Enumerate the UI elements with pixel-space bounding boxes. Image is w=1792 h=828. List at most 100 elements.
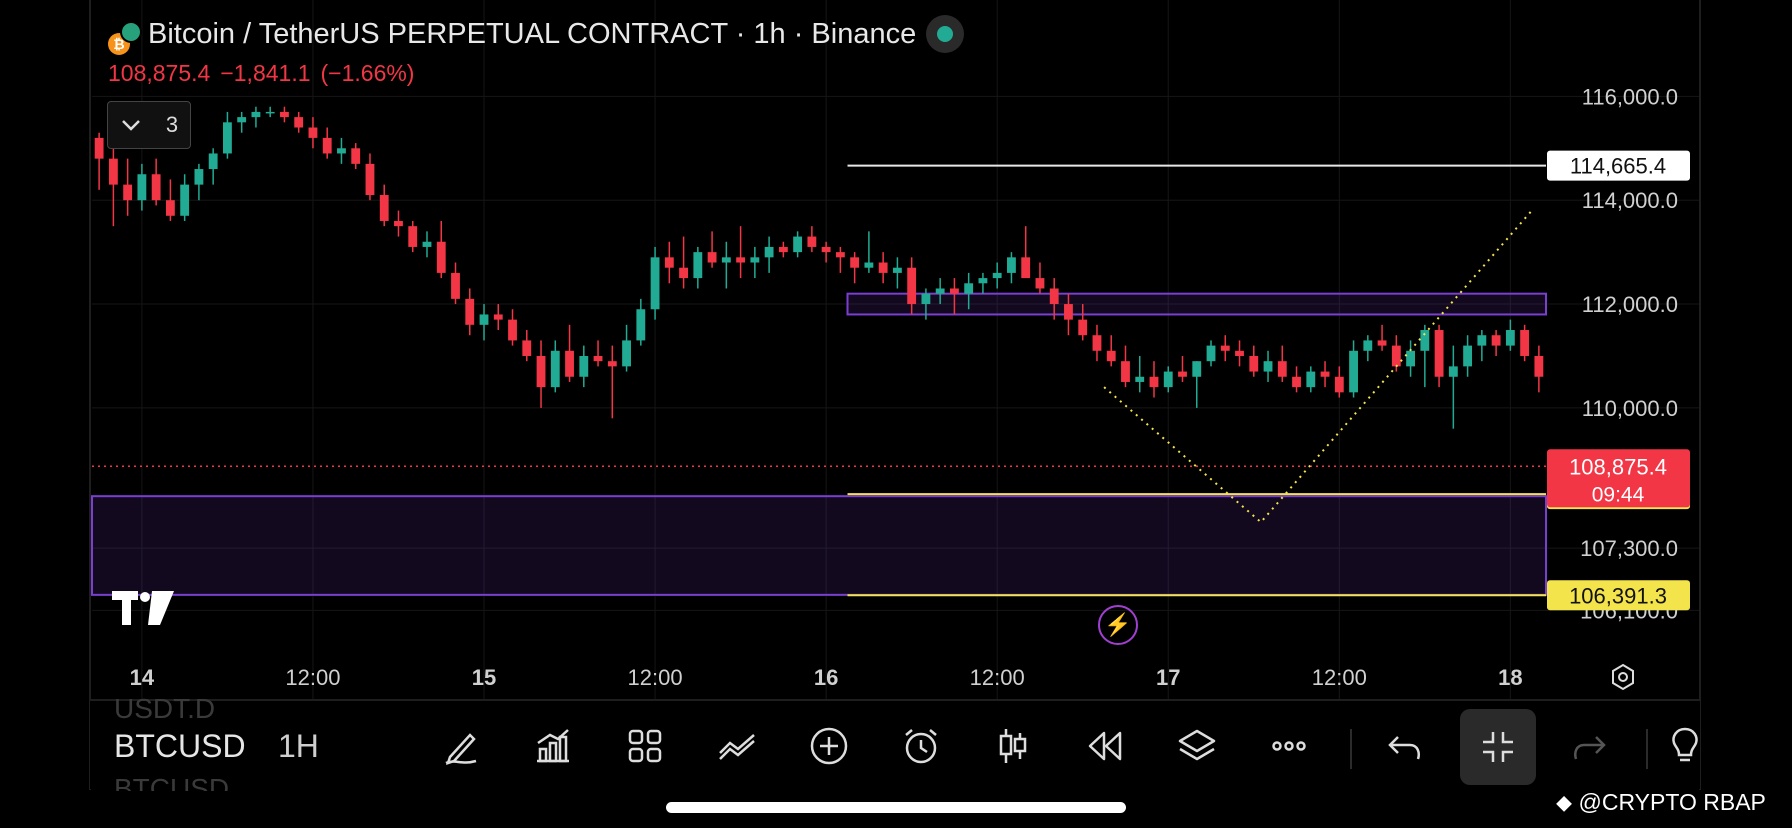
ideas-button[interactable] [1662, 723, 1708, 769]
layouts-icon [628, 729, 662, 763]
candle-body [593, 355, 603, 362]
candle-body [1406, 350, 1415, 367]
candle-body [1377, 340, 1387, 346]
candle-body [1235, 350, 1244, 356]
candle-body [1477, 335, 1487, 346]
candle-body [892, 267, 902, 273]
previous-symbol[interactable]: USDT.D [114, 693, 216, 724]
candle-body [1192, 361, 1202, 377]
candle-body [964, 283, 974, 294]
timeframe-selector[interactable]: 1H [278, 728, 319, 764]
candle-body [550, 350, 560, 388]
home-indicator[interactable] [666, 802, 1126, 813]
redo-icon [1574, 736, 1606, 760]
y-axis-tick-label: 114,000.0 [1582, 188, 1678, 213]
x-axis-tick-label: 16 [814, 665, 838, 690]
candle-body [1220, 345, 1230, 351]
exit-fullscreen-button[interactable] [1460, 709, 1536, 785]
layouts-button[interactable] [622, 723, 668, 769]
x-axis-tick-label: 12:00 [970, 665, 1025, 690]
alert-button[interactable] [898, 723, 944, 769]
watermark: ⬥ @CRYPTO RBAP [1556, 789, 1766, 816]
demand-zone [91, 495, 1547, 596]
candle-body [165, 200, 175, 216]
tradingview-logo-icon[interactable] [112, 590, 174, 635]
indicators-toggle-button[interactable]: 3 [107, 101, 191, 149]
candle-body [1334, 376, 1344, 393]
redo-button[interactable] [1566, 723, 1612, 769]
compare-button[interactable] [714, 723, 760, 769]
indicators-icon [537, 729, 569, 763]
candle-body [1349, 350, 1358, 393]
bar-countdown-label: 09:44 [1592, 483, 1645, 506]
candle-body [280, 111, 289, 118]
candle-body [508, 319, 517, 341]
candle-body [864, 262, 874, 268]
candle-body [1035, 278, 1045, 289]
replay-icon [1088, 731, 1122, 761]
candle-body [650, 257, 660, 310]
draw-icon [445, 733, 477, 765]
undo-icon [1388, 736, 1420, 760]
candle-body [1505, 330, 1515, 346]
next-symbol[interactable]: BTCUSD [114, 773, 230, 791]
candle-body [565, 350, 574, 377]
x-axis-tick-label: 12:00 [285, 665, 340, 690]
candle-body [878, 262, 888, 273]
lightning-icon[interactable]: ⚡ [1098, 605, 1138, 645]
candle-body [1092, 335, 1102, 351]
candles-group [94, 106, 1544, 429]
candle-body [365, 163, 375, 196]
candle-body [451, 272, 460, 299]
indicators-button[interactable] [530, 723, 576, 769]
candle-body [721, 257, 731, 263]
candle-body [793, 236, 803, 253]
undo-button[interactable] [1382, 723, 1428, 769]
draw-tool-button[interactable] [438, 723, 484, 769]
price-summary: 108,875.4 −1,841.1 (−1.66%) [108, 60, 424, 87]
tether-icon [120, 21, 142, 43]
y-axis-tick-label: 116,000.0 [1582, 84, 1678, 109]
candle-body [736, 257, 746, 263]
x-axis-tick-label: 18 [1498, 665, 1522, 690]
level-label: 114,665.4 [1570, 154, 1666, 179]
candle-body [1135, 376, 1145, 382]
fullscreen-exit-icon [1483, 732, 1513, 762]
candle-body [1463, 345, 1473, 367]
more-button[interactable] [1266, 723, 1312, 769]
add-button[interactable] [806, 723, 852, 769]
level-label-box [1547, 580, 1690, 611]
candle-body [308, 127, 318, 138]
candle-body [379, 195, 389, 221]
candle-body [408, 226, 418, 247]
current-price-label: 108,875.4 [1569, 454, 1667, 479]
candles-icon [999, 729, 1027, 763]
settings-gear-icon[interactable] [1608, 662, 1638, 692]
layers-button[interactable] [1174, 723, 1220, 769]
candle-body [194, 169, 204, 185]
candle-body [1078, 319, 1088, 336]
chart-type-button[interactable] [990, 723, 1036, 769]
indicator-count: 3 [165, 112, 179, 137]
level-label: 106,391.3 [1569, 583, 1667, 608]
compare-icon [719, 734, 755, 760]
candle-body [1534, 355, 1544, 377]
chart-header: ₿ Bitcoin / TetherUS PERPETUAL CONTRACT … [108, 14, 965, 55]
candle-body [394, 220, 403, 227]
symbol-title[interactable]: Bitcoin / TetherUS PERPETUAL CONTRACT · … [148, 17, 917, 50]
candle-body [251, 111, 261, 118]
coin-pair-icon: ₿ [108, 19, 142, 55]
x-axis-tick-label: 12:00 [1312, 665, 1367, 690]
candle-body [921, 293, 931, 305]
candle-body [707, 252, 717, 263]
replay-button[interactable] [1082, 723, 1128, 769]
candle-body [664, 257, 674, 268]
market-open-indicator[interactable] [926, 15, 965, 53]
symbol-selector[interactable]: BTCUSD [114, 728, 246, 764]
bottom-toolbar: USDT.D BTCUSD BTCUSD 1H [90, 693, 1700, 791]
candle-body [94, 137, 104, 159]
add-icon [810, 727, 848, 765]
candle-body [850, 257, 860, 268]
